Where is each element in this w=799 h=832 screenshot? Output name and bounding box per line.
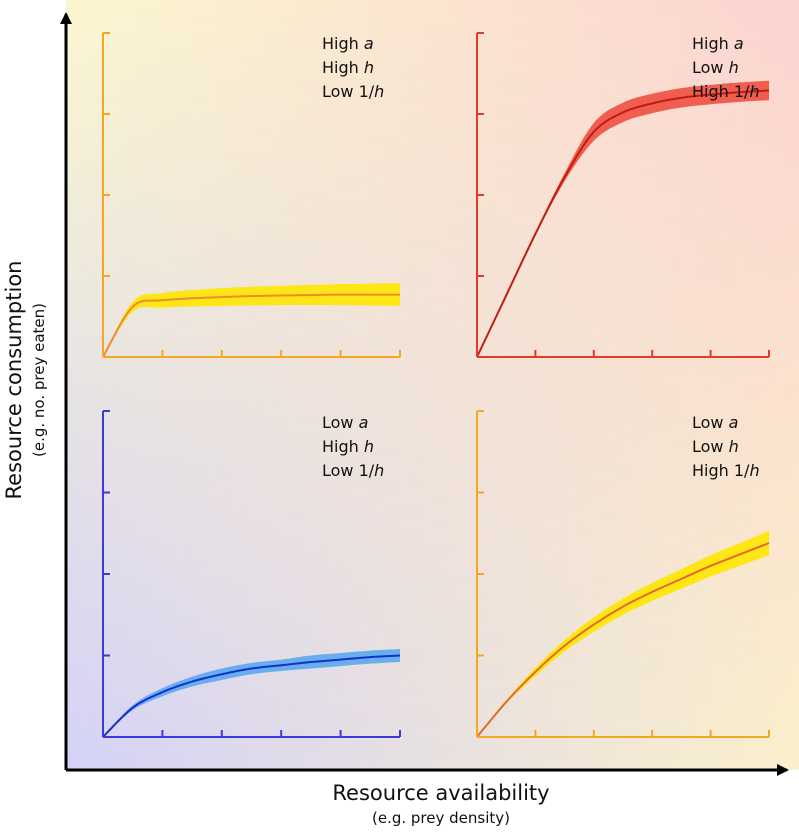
y-axis-subtitle: (e.g. no. prey eaten) [30,303,48,457]
panel-label: High 1/h [692,461,760,480]
response-curve [476,89,770,358]
response-curve [476,542,770,738]
panel-label: High h [322,58,374,77]
panel-label: Low h [692,58,739,77]
panel-top-left: High a High h Low 1/h [102,32,401,358]
confidence-band [103,283,400,357]
panel-top-right: High a Low h High 1/h [476,32,770,358]
panel-label: High a [692,34,744,53]
background-top [66,0,799,770]
response-curve [102,654,401,738]
panel-label: Low h [692,437,739,456]
response-curve [102,293,401,358]
confidence-band [477,530,769,737]
x-axis-subtitle: (e.g. prey density) [372,809,510,827]
panel-bottom-right: Low a Low h High 1/h [476,410,770,738]
panel-label: Low a [322,413,368,432]
panel-label: High a [322,34,374,53]
panel-label: High 1/h [692,82,760,101]
panel-bottom-left: Low a High h Low 1/h [102,410,401,738]
panel-label: Low 1/h [322,461,384,480]
x-axis-title: Resource availability [332,781,549,805]
panel-label: Low 1/h [322,82,384,101]
panel-label: Low a [692,413,738,432]
y-axis-title: Resource consumption [2,261,26,500]
panel-label: High h [322,437,374,456]
